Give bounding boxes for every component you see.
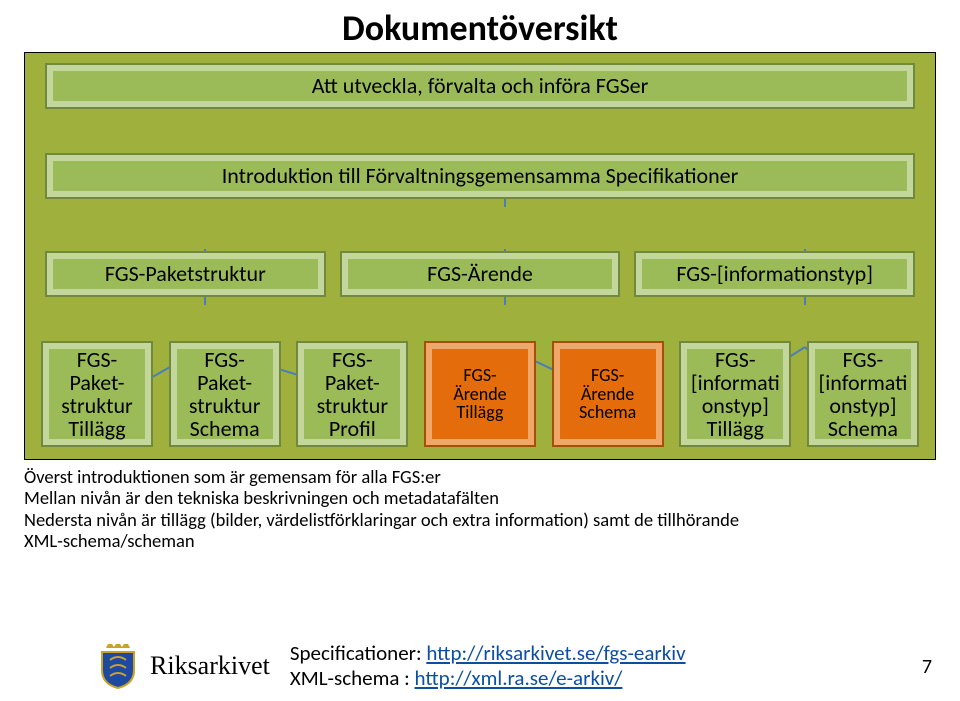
row-1: Att utveckla, förvalta och införa FGSer bbox=[25, 65, 935, 107]
bar-r3-1: FGS-Ärende bbox=[427, 262, 533, 285]
bar-introduction: Introduktion till Förvaltningsgemensamma… bbox=[47, 155, 913, 197]
leaf-info-schema: FGS-[informationstyp]Schema bbox=[809, 343, 917, 445]
xml-line: XML-schema : http://xml.ra.se/e-arkiv/ bbox=[290, 666, 686, 691]
bar-develop-manage-intro: Att utveckla, förvalta och införa FGSer bbox=[47, 65, 913, 107]
crest-icon bbox=[96, 642, 140, 690]
page-title: Dokumentöversikt bbox=[0, 0, 960, 50]
bar-r3-2: FGS-[informationstyp] bbox=[676, 262, 873, 285]
leaf-arende-tillagg: FGS-ÄrendeTillägg bbox=[426, 343, 534, 445]
row-2: Introduktion till Förvaltningsgemensamma… bbox=[25, 155, 935, 197]
logo-text: Riksarkivet bbox=[150, 651, 270, 681]
bar-fgs-informationstyp: FGS-[informationstyp] bbox=[636, 253, 913, 295]
leaf-info-schema-label: FGS-[informationstyp]Schema bbox=[818, 348, 907, 440]
leaf-arende-tillagg-label: FGS-ÄrendeTillägg bbox=[453, 366, 506, 423]
diagram-panel: Att utveckla, förvalta och införa FGSer … bbox=[24, 52, 936, 460]
spec-label: Specificationer: bbox=[290, 640, 426, 666]
leaf-arende-schema: FGS-ÄrendeSchema bbox=[554, 343, 662, 445]
leaf-arende-schema-label: FGS-ÄrendeSchema bbox=[579, 366, 636, 423]
row-3: FGS-Paketstruktur FGS-Ärende FGS-[inform… bbox=[25, 253, 935, 295]
leaf-info-tillagg: FGS-[informationstyp]Tillägg bbox=[681, 343, 789, 445]
spec-link[interactable]: http://riksarkivet.se/fgs-earkiv bbox=[426, 640, 685, 666]
explanatory-text: Överst introduktionen som är gemensam fö… bbox=[24, 466, 739, 551]
page-title-text: Dokumentöversikt bbox=[342, 6, 618, 50]
leaf-paket-profil-label: FGS-Paket-strukturProfil bbox=[317, 348, 388, 440]
leaf-info-tillagg-label: FGS-[informationstyp]Tillägg bbox=[691, 348, 780, 440]
footer: Riksarkivet Specificationer: http://riks… bbox=[96, 641, 686, 691]
spec-line: Specificationer: http://riksarkivet.se/f… bbox=[290, 641, 686, 666]
xml-label: XML-schema : bbox=[290, 665, 415, 691]
page-number: 7 bbox=[922, 655, 932, 679]
footer-links: Specificationer: http://riksarkivet.se/f… bbox=[290, 641, 686, 691]
leaf-paket-tillagg: FGS-Paket-strukturTillägg bbox=[43, 343, 151, 445]
leaf-paket-tillagg-label: FGS-Paket-strukturTillägg bbox=[61, 348, 132, 440]
leaf-paket-schema: FGS-Paket-strukturSchema bbox=[171, 343, 279, 445]
bar-fgs-paketstruktur: FGS-Paketstruktur bbox=[47, 253, 324, 295]
leaf-paket-schema-label: FGS-Paket-strukturSchema bbox=[189, 348, 260, 440]
bar-r1-label: Att utveckla, förvalta och införa FGSer bbox=[312, 74, 649, 97]
xml-link[interactable]: http://xml.ra.se/e-arkiv/ bbox=[415, 665, 623, 691]
leaf-paket-profil: FGS-Paket-strukturProfil bbox=[298, 343, 406, 445]
row-4-leaves: FGS-Paket-strukturTillägg FGS-Paket-struk… bbox=[25, 343, 935, 445]
bar-r3-0: FGS-Paketstruktur bbox=[105, 262, 266, 285]
bar-r2-label: Introduktion till Förvaltningsgemensamma… bbox=[222, 164, 739, 187]
bar-fgs-arende: FGS-Ärende bbox=[342, 253, 619, 295]
riksarkivet-logo: Riksarkivet bbox=[96, 642, 270, 690]
